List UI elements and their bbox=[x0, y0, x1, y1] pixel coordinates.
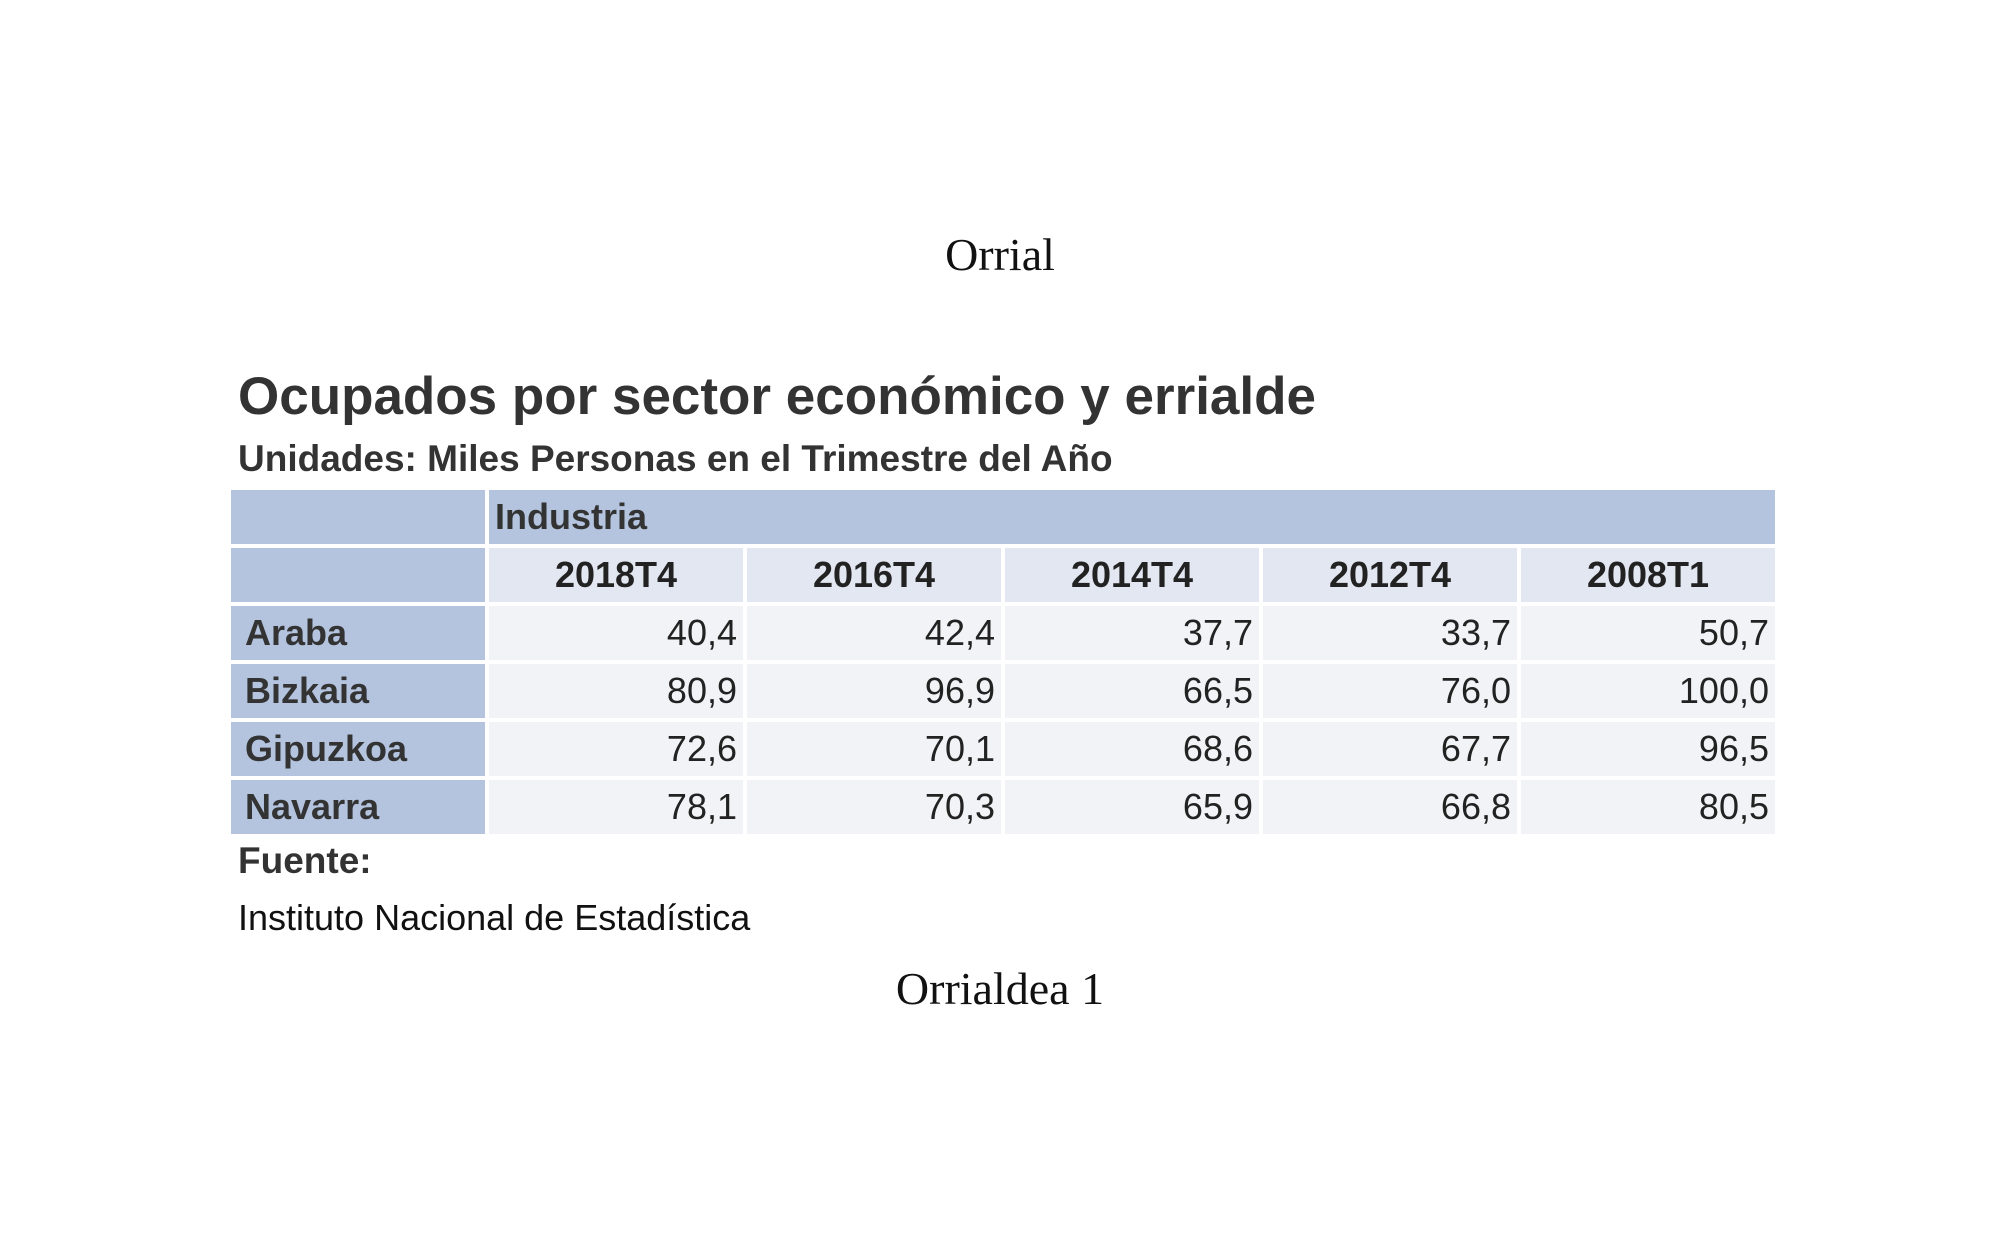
table-cell: 80,5 bbox=[1521, 780, 1775, 834]
table-cell: 96,9 bbox=[747, 664, 1001, 718]
table-cell: 96,5 bbox=[1521, 722, 1775, 776]
column-header: 2014T4 bbox=[1005, 548, 1259, 602]
table-cell: 70,3 bbox=[747, 780, 1001, 834]
page-header: Orrial bbox=[945, 229, 1055, 280]
table-cell: 33,7 bbox=[1263, 606, 1517, 660]
table-cell: 76,0 bbox=[1263, 664, 1517, 718]
column-header: 2016T4 bbox=[747, 548, 1001, 602]
row-header: Bizkaia bbox=[231, 664, 485, 718]
table-row: Navarra 78,1 70,3 65,9 66,8 80,5 bbox=[231, 780, 1775, 834]
data-table: Industria 2018T4 2016T4 2014T4 2012T4 2008T1… bbox=[227, 486, 1779, 838]
table-row: Araba 40,4 42,4 37,7 33,7 50,7 bbox=[231, 606, 1775, 660]
row-header: Navarra bbox=[231, 780, 485, 834]
sector-header-row: Industria bbox=[231, 490, 1775, 544]
page-title: Ocupados por sector económico y errialde bbox=[238, 367, 1316, 426]
column-header: 2018T4 bbox=[489, 548, 743, 602]
table-cell: 50,7 bbox=[1521, 606, 1775, 660]
column-header: 2012T4 bbox=[1263, 548, 1517, 602]
units-subtitle: Unidades: Miles Personas en el Trimestre… bbox=[238, 438, 1113, 479]
table-cell: 67,7 bbox=[1263, 722, 1517, 776]
table-cell: 65,9 bbox=[1005, 780, 1259, 834]
table-cell: 66,5 bbox=[1005, 664, 1259, 718]
table-cell: 37,7 bbox=[1005, 606, 1259, 660]
corner-cell bbox=[231, 548, 485, 602]
source-label: Fuente: bbox=[238, 840, 372, 881]
page-footer: Orrialdea 1 bbox=[895, 963, 1105, 1014]
table-row: Gipuzkoa 72,6 70,1 68,6 67,7 96,5 bbox=[231, 722, 1775, 776]
table-cell: 66,8 bbox=[1263, 780, 1517, 834]
source-text: Instituto Nacional de Estadística bbox=[238, 897, 751, 938]
table-cell: 78,1 bbox=[489, 780, 743, 834]
row-header: Araba bbox=[231, 606, 485, 660]
column-header-row: 2018T4 2016T4 2014T4 2012T4 2008T1 bbox=[231, 548, 1775, 602]
table-cell: 40,4 bbox=[489, 606, 743, 660]
table-cell: 80,9 bbox=[489, 664, 743, 718]
table-cell: 72,6 bbox=[489, 722, 743, 776]
table-cell: 100,0 bbox=[1521, 664, 1775, 718]
sector-header: Industria bbox=[489, 490, 1775, 544]
corner-cell bbox=[231, 490, 485, 544]
table-row: Bizkaia 80,9 96,9 66,5 76,0 100,0 bbox=[231, 664, 1775, 718]
column-header: 2008T1 bbox=[1521, 548, 1775, 602]
table-cell: 68,6 bbox=[1005, 722, 1259, 776]
table-cell: 42,4 bbox=[747, 606, 1001, 660]
table-cell: 70,1 bbox=[747, 722, 1001, 776]
row-header: Gipuzkoa bbox=[231, 722, 485, 776]
